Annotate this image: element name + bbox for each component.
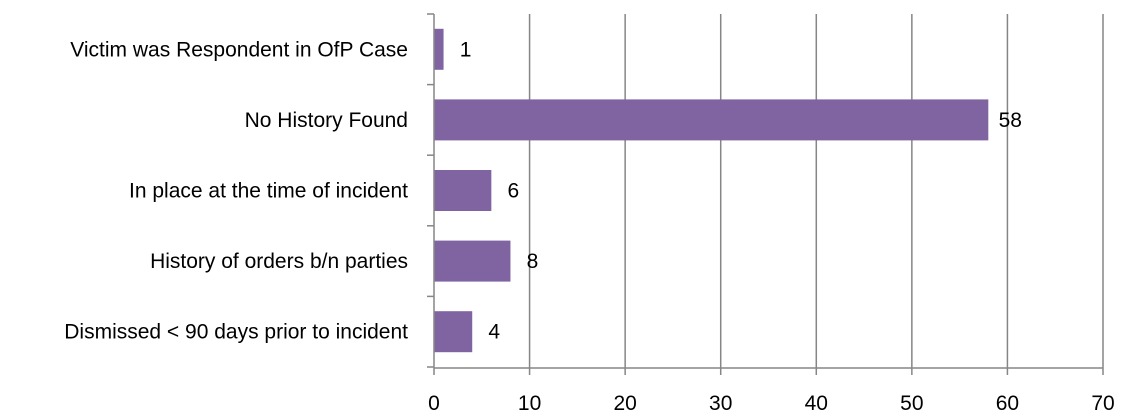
- data-label: 4: [488, 321, 500, 344]
- axes: [427, 13, 1104, 375]
- category-label: History of orders b/n parties: [150, 250, 408, 273]
- x-tick-label: 0: [428, 392, 440, 414]
- category-label: Dismissed < 90 days prior to incident: [64, 321, 408, 344]
- bars: [434, 28, 989, 353]
- x-tick-label: 60: [996, 392, 1019, 414]
- bar: [434, 240, 511, 282]
- x-tick-label: 10: [518, 392, 541, 414]
- category-label: In place at the time of incident: [129, 180, 408, 203]
- x-tick-label: 30: [709, 392, 732, 414]
- gridlines: [528, 14, 1104, 368]
- labels: 0 10 20 30 40 50 60 70 Victim was Respondent in …: [64, 38, 1114, 415]
- bar: [434, 28, 444, 70]
- category-label: Victim was Respondent in OfP Case: [70, 38, 408, 61]
- x-tick-label: 70: [1091, 392, 1114, 414]
- x-tick-label: 40: [805, 392, 828, 414]
- data-label: 6: [507, 180, 519, 203]
- x-tick-label: 50: [900, 392, 923, 414]
- data-label: 1: [460, 38, 472, 61]
- bar: [434, 99, 989, 141]
- x-tick-label: 20: [613, 392, 636, 414]
- bar: [434, 311, 473, 353]
- data-label: 58: [999, 109, 1022, 132]
- data-label: 8: [527, 250, 539, 273]
- category-label: No History Found: [245, 109, 408, 132]
- bar: [434, 170, 492, 211]
